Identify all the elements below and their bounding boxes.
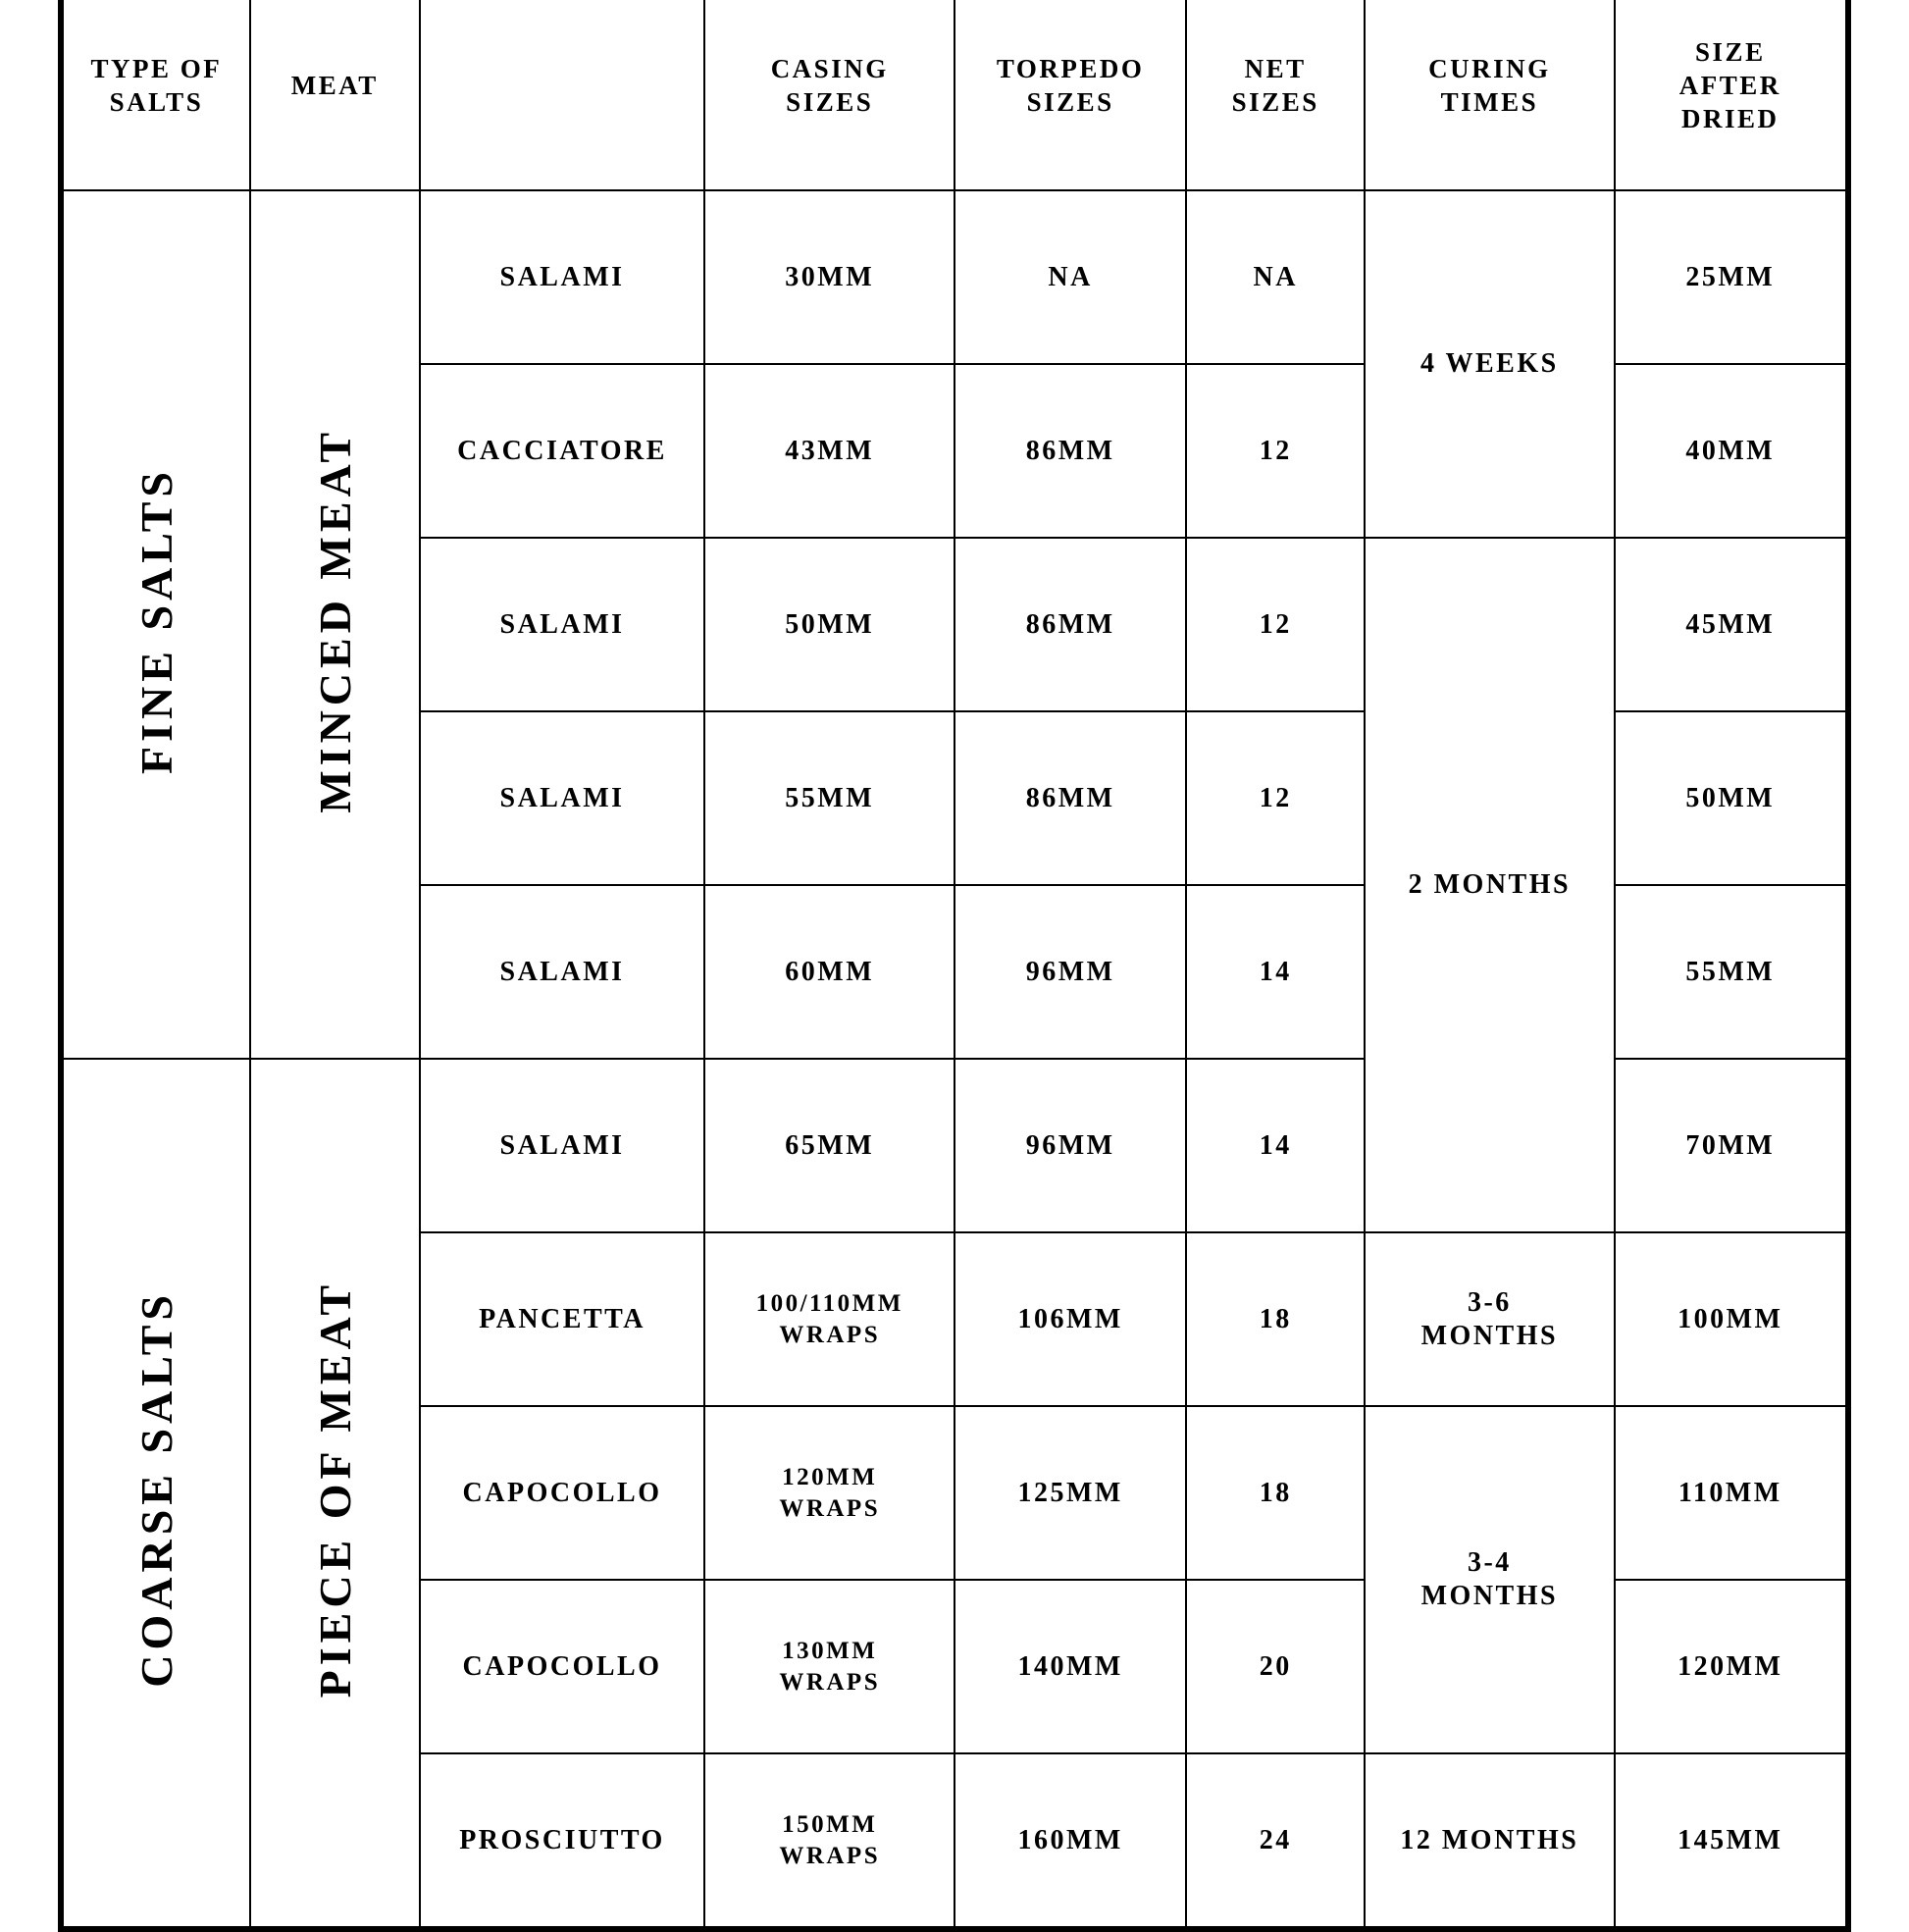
cell-torpedo: NA bbox=[954, 190, 1186, 364]
cell-dried: 25MM bbox=[1615, 190, 1846, 364]
header-row: TYPE OFSALTS MEAT CASINGSIZES TORPEDOSIZ… bbox=[63, 0, 1846, 190]
cell-torpedo: 160MM bbox=[954, 1753, 1186, 1927]
cell-casing: 60MM bbox=[704, 885, 954, 1059]
cell-net: 12 bbox=[1186, 538, 1365, 711]
col-curing-times: CURINGTIMES bbox=[1365, 0, 1615, 190]
cell-name: CACCIATORE bbox=[420, 364, 705, 538]
table-row: FINE SALTS MINCED MEAT SALAMI 30MM NA NA… bbox=[63, 190, 1846, 364]
cell-dried: 40MM bbox=[1615, 364, 1846, 538]
cell-net: 20 bbox=[1186, 1580, 1365, 1753]
cell-curing: 12 MONTHS bbox=[1365, 1753, 1615, 1927]
group-piece-of-meat: PIECE OF MEAT bbox=[250, 1059, 420, 1927]
cell-net: 14 bbox=[1186, 1059, 1365, 1232]
cell-name: SALAMI bbox=[420, 711, 705, 885]
cell-name: PANCETTA bbox=[420, 1232, 705, 1406]
cell-net: 12 bbox=[1186, 364, 1365, 538]
cell-net: 18 bbox=[1186, 1232, 1365, 1406]
cell-casing: 150MMWRAPS bbox=[704, 1753, 954, 1927]
group-fine-salts: FINE SALTS bbox=[63, 190, 250, 1059]
cell-torpedo: 86MM bbox=[954, 538, 1186, 711]
cell-dried: 120MM bbox=[1615, 1580, 1846, 1753]
cell-dried: 45MM bbox=[1615, 538, 1846, 711]
cell-casing: 65MM bbox=[704, 1059, 954, 1232]
col-casing-sizes: CASINGSIZES bbox=[704, 0, 954, 190]
col-net-sizes: NETSIZES bbox=[1186, 0, 1365, 190]
cell-casing: 50MM bbox=[704, 538, 954, 711]
cell-dried: 70MM bbox=[1615, 1059, 1846, 1232]
cell-casing: 100/110MMWRAPS bbox=[704, 1232, 954, 1406]
cell-dried: 110MM bbox=[1615, 1406, 1846, 1580]
cell-dried: 100MM bbox=[1615, 1232, 1846, 1406]
cell-casing: 120MMWRAPS bbox=[704, 1406, 954, 1580]
col-product-name bbox=[420, 0, 705, 190]
cell-torpedo: 86MM bbox=[954, 364, 1186, 538]
cell-net: 18 bbox=[1186, 1406, 1365, 1580]
cell-curing: 2 MONTHS bbox=[1365, 538, 1615, 1232]
cell-casing: 130MMWRAPS bbox=[704, 1580, 954, 1753]
cell-name: CAPOCOLLO bbox=[420, 1406, 705, 1580]
cell-curing: 3-4MONTHS bbox=[1365, 1406, 1615, 1753]
cell-dried: 55MM bbox=[1615, 885, 1846, 1059]
cell-torpedo: 140MM bbox=[954, 1580, 1186, 1753]
cell-name: CAPOCOLLO bbox=[420, 1580, 705, 1753]
cell-casing: 43MM bbox=[704, 364, 954, 538]
cell-casing: 30MM bbox=[704, 190, 954, 364]
col-meat: MEAT bbox=[250, 0, 420, 190]
cell-name: SALAMI bbox=[420, 1059, 705, 1232]
cell-net: 14 bbox=[1186, 885, 1365, 1059]
cell-name: SALAMI bbox=[420, 885, 705, 1059]
curing-chart-table: TYPE OFSALTS MEAT CASINGSIZES TORPEDOSIZ… bbox=[58, 0, 1851, 1932]
cell-torpedo: 106MM bbox=[954, 1232, 1186, 1406]
col-torpedo-sizes: TORPEDOSIZES bbox=[954, 0, 1186, 190]
table: TYPE OFSALTS MEAT CASINGSIZES TORPEDOSIZ… bbox=[62, 0, 1847, 1928]
cell-dried: 50MM bbox=[1615, 711, 1846, 885]
cell-torpedo: 96MM bbox=[954, 885, 1186, 1059]
cell-name: SALAMI bbox=[420, 538, 705, 711]
col-type-of-salts: TYPE OFSALTS bbox=[63, 0, 250, 190]
cell-net: 24 bbox=[1186, 1753, 1365, 1927]
group-minced-meat: MINCED MEAT bbox=[250, 190, 420, 1059]
cell-name: SALAMI bbox=[420, 190, 705, 364]
cell-torpedo: 125MM bbox=[954, 1406, 1186, 1580]
cell-casing: 55MM bbox=[704, 711, 954, 885]
cell-name: PROSCIUTTO bbox=[420, 1753, 705, 1927]
group-coarse-salts: COARSE SALTS bbox=[63, 1059, 250, 1927]
cell-torpedo: 86MM bbox=[954, 711, 1186, 885]
cell-dried: 145MM bbox=[1615, 1753, 1846, 1927]
cell-net: NA bbox=[1186, 190, 1365, 364]
cell-curing: 3-6MONTHS bbox=[1365, 1232, 1615, 1406]
cell-net: 12 bbox=[1186, 711, 1365, 885]
cell-curing: 4 WEEKS bbox=[1365, 190, 1615, 538]
col-size-after-dried: SIZEAFTERDRIED bbox=[1615, 0, 1846, 190]
cell-torpedo: 96MM bbox=[954, 1059, 1186, 1232]
